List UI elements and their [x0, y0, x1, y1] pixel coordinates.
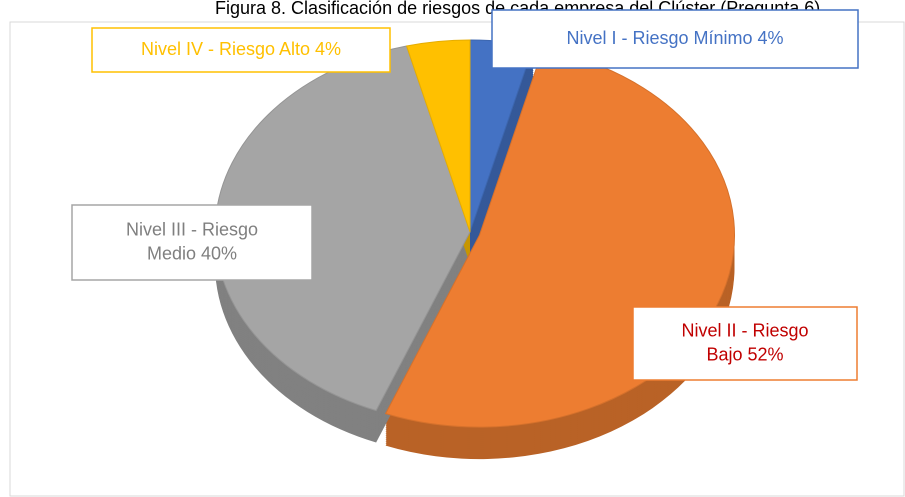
label-box: [91, 27, 391, 73]
label-box: [491, 9, 859, 69]
slice: [405, 39, 471, 233]
data-label: Medio 40%: [147, 243, 237, 263]
label-box: [632, 306, 858, 381]
data-label: Bajo 52%: [706, 344, 783, 364]
data-label: Nivel IV - Riesgo Alto 4%: [141, 39, 341, 59]
data-label: Nivel III - Riesgo: [126, 219, 258, 239]
data-label: Nivel II - Riesgo: [681, 320, 808, 340]
data-label: Nivel I - Riesgo Mínimo 4%: [566, 28, 783, 48]
label-box: [71, 204, 313, 281]
